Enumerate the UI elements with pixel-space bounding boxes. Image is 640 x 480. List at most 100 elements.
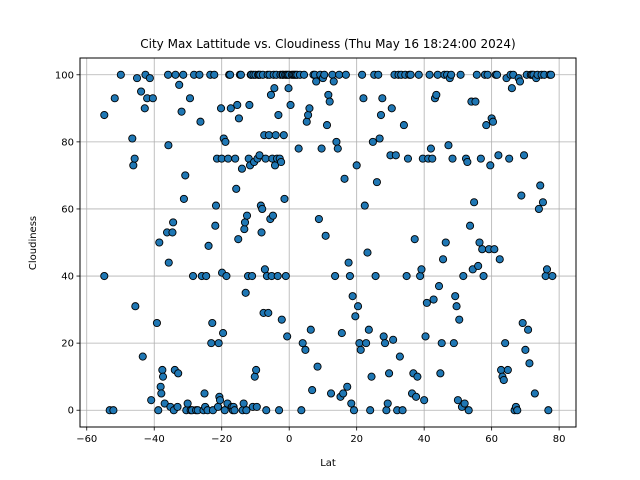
data-point	[195, 70, 204, 79]
data-point	[326, 389, 336, 398]
data-point	[188, 271, 198, 281]
data-point	[279, 131, 288, 140]
data-point	[270, 84, 279, 93]
data-point	[360, 201, 369, 210]
data-point	[322, 121, 332, 130]
data-point	[181, 171, 190, 180]
data-point	[275, 406, 284, 415]
data-point	[451, 292, 460, 301]
data-point	[406, 70, 415, 79]
data-point	[464, 406, 473, 415]
data-point	[132, 74, 142, 83]
data-point	[220, 406, 229, 415]
data-point	[179, 70, 188, 79]
data-point	[177, 107, 186, 116]
data-point	[277, 157, 286, 167]
data-point	[459, 271, 468, 281]
data-point	[351, 312, 360, 321]
x-tick-label: −40	[144, 434, 165, 445]
data-point	[495, 255, 504, 264]
x-tick-label: −20	[211, 434, 232, 445]
data-point	[252, 365, 261, 375]
data-point	[347, 399, 356, 408]
data-point	[183, 399, 192, 408]
data-point	[340, 174, 349, 183]
data-point	[518, 318, 527, 328]
data-point	[226, 70, 235, 79]
data-point	[389, 335, 398, 344]
x-tick-label: 40	[418, 434, 431, 445]
data-point	[147, 396, 156, 405]
data-point	[240, 225, 249, 234]
data-point	[402, 271, 411, 281]
data-point	[380, 339, 390, 348]
data-point	[383, 399, 392, 408]
data-point	[222, 271, 231, 281]
data-point	[403, 154, 413, 163]
data-point	[339, 389, 348, 398]
data-point	[234, 235, 243, 244]
data-point	[232, 184, 241, 193]
data-point	[301, 345, 310, 354]
data-point	[548, 271, 557, 281]
data-point	[488, 117, 498, 126]
data-point	[305, 104, 314, 113]
data-point	[439, 255, 448, 264]
x-tick-label: 20	[350, 434, 363, 445]
data-point	[483, 70, 492, 79]
data-point	[202, 271, 211, 281]
data-point	[261, 154, 270, 163]
data-point	[130, 154, 139, 163]
data-point	[436, 369, 445, 378]
data-point	[260, 265, 269, 274]
data-point	[371, 271, 380, 281]
data-point	[385, 369, 394, 378]
data-point	[437, 339, 446, 348]
data-point	[241, 288, 250, 297]
data-point	[348, 292, 357, 301]
data-point	[332, 137, 341, 146]
data-point	[286, 100, 295, 110]
data-point	[237, 164, 247, 173]
data-point	[175, 80, 184, 89]
data-point	[356, 345, 365, 354]
data-point	[478, 245, 487, 254]
data-point	[333, 144, 342, 153]
data-point	[234, 114, 243, 123]
data-point	[494, 151, 503, 160]
data-point	[214, 339, 223, 348]
data-point	[211, 201, 221, 210]
data-point	[200, 389, 209, 398]
data-point	[308, 386, 317, 395]
data-point	[110, 94, 119, 103]
data-point	[530, 389, 539, 398]
data-point	[344, 258, 353, 267]
data-point	[472, 70, 481, 79]
data-point	[236, 70, 245, 79]
data-point	[359, 94, 368, 103]
data-point	[158, 372, 168, 381]
data-point	[475, 238, 484, 247]
data-point	[145, 74, 154, 83]
data-point	[470, 198, 479, 207]
data-point	[449, 339, 458, 348]
data-point	[268, 211, 278, 220]
data-point	[321, 231, 330, 240]
x-tick-label: 60	[485, 434, 498, 445]
data-point	[158, 365, 167, 375]
y-tick-label: 60	[61, 204, 74, 215]
data-point	[519, 151, 529, 160]
data-point	[399, 121, 408, 130]
data-point	[294, 144, 303, 153]
data-point	[337, 329, 346, 338]
data-point	[341, 70, 350, 79]
data-point	[422, 298, 431, 307]
data-point	[525, 359, 534, 368]
data-point	[349, 406, 359, 415]
data-point	[129, 161, 138, 170]
data-point	[204, 241, 213, 250]
data-point	[328, 70, 337, 79]
data-point	[325, 97, 334, 106]
data-point	[441, 238, 450, 247]
